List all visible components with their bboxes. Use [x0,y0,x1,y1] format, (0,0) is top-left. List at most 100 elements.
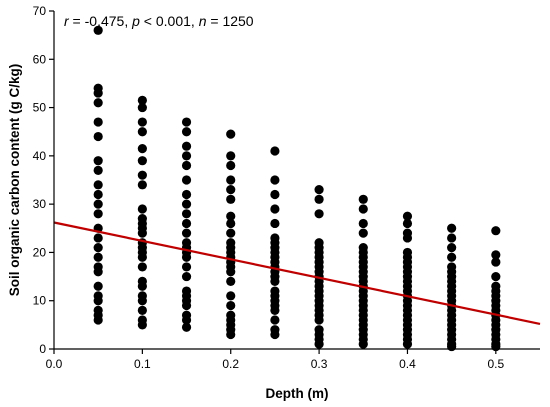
data-point [181,127,192,137]
data-point [137,204,147,214]
data-point [491,250,501,260]
data-point [447,252,457,262]
data-point [226,129,236,139]
data-point [226,228,236,238]
data-point [226,151,236,161]
data-point [226,194,236,204]
data-point [181,117,192,127]
data-point [93,131,103,142]
data-point [181,209,192,219]
data-point [137,127,147,137]
data-point [93,180,103,190]
data-point [93,296,103,306]
annotation-n-symbol: n [199,13,207,29]
data-point [93,209,103,219]
data-point [270,175,280,185]
data-point [181,315,192,325]
data-point [270,204,280,214]
data-point [181,228,192,238]
data-point [93,189,103,200]
x-tick-label: 0.1 [134,357,151,371]
annotation-n-value: = 1250 [206,13,253,29]
y-tick-label: 50 [33,101,47,115]
data-point [270,315,280,325]
x-ticks: 0.0 0.1 0.2 0.3 0.4 0.5 [46,349,504,371]
data-point [226,291,236,301]
data-point [226,218,236,229]
y-tick-label: 20 [33,245,47,259]
data-point [93,315,103,325]
data-point [181,262,192,272]
data-point [137,95,147,105]
data-point [491,271,501,282]
data-point [226,175,236,185]
data-point [314,185,324,195]
data-point [358,218,368,229]
annotation-p-symbol: p [131,13,140,29]
data-point [447,223,457,233]
data-point [226,300,236,311]
data-point [93,233,103,243]
data-point [226,329,236,340]
data-point [402,233,413,243]
x-tick-label: 0.0 [46,357,63,371]
data-point [358,228,368,238]
y-tick-label: 40 [33,149,47,163]
data-point [447,243,457,253]
data-point [226,185,236,195]
data-point [447,341,457,352]
data-point [93,117,103,127]
data-point [447,233,457,243]
data-point [137,102,147,113]
y-tick-label: 30 [33,197,47,211]
data-point [137,228,147,238]
data-point [93,25,103,35]
data-point [358,194,368,204]
y-axis-title: Soil organic carbon content (g C/kg) [7,64,22,297]
y-tick-label: 0 [39,342,46,356]
data-point [93,243,103,253]
data-point [270,305,280,315]
data-point [270,189,280,200]
data-point [358,204,368,214]
data-point [402,339,413,349]
annotation-r-symbol: r [64,13,70,29]
data-point [93,252,103,262]
data-point [93,281,103,291]
data-point [93,199,103,209]
data-points [93,25,501,352]
x-axis-title: Depth (m) [266,386,329,401]
y-tick-label: 10 [33,294,47,308]
data-point [491,257,501,267]
correlation-annotation: r = -0.475, p < 0.001, n = 1250 [64,13,254,29]
data-point [314,315,324,325]
data-point [181,175,192,185]
data-point [93,156,103,166]
data-point [181,141,192,151]
data-point [270,146,280,156]
data-point [93,165,103,175]
data-point [270,329,280,340]
data-point [137,281,147,291]
x-tick-label: 0.3 [311,357,328,371]
data-point [402,218,413,229]
data-point [181,160,192,171]
data-point [314,339,324,349]
x-tick-label: 0.4 [399,357,416,371]
data-point [226,160,236,171]
data-point [270,276,280,286]
y-tick-label: 70 [33,4,47,18]
data-point [491,226,501,236]
data-point [181,189,192,200]
data-point [226,211,236,221]
data-point [402,211,413,221]
trend-line [53,221,541,325]
data-point [137,170,147,180]
data-point [137,117,147,127]
x-tick-label: 0.2 [222,357,239,371]
y-ticks: 0 10 20 30 40 50 60 70 [33,4,54,356]
x-tick-label: 0.5 [487,357,504,371]
data-point [93,98,103,108]
axes [53,11,540,350]
